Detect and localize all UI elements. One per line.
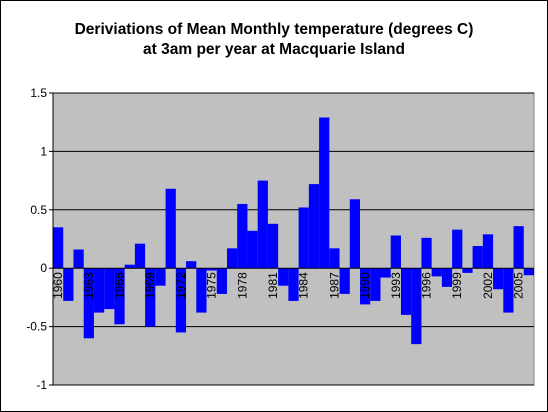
bar xyxy=(278,268,289,286)
chart-title-line-1: Deriviations of Mean Monthly temperature… xyxy=(75,21,474,38)
y-tick-label: 1.5 xyxy=(30,86,47,100)
x-tick-label: 1996 xyxy=(420,272,434,299)
bar xyxy=(124,264,135,269)
bar xyxy=(206,268,217,271)
bar xyxy=(380,268,391,278)
x-tick-label: 1990 xyxy=(358,272,372,299)
bar xyxy=(370,268,381,301)
bar xyxy=(400,268,412,315)
bar xyxy=(493,268,504,290)
bar xyxy=(216,268,227,294)
bar xyxy=(93,268,105,313)
gridlines xyxy=(53,92,534,386)
y-tick-label: -1 xyxy=(36,378,47,392)
bar xyxy=(390,235,401,269)
x-tick-label: 1975 xyxy=(205,272,219,299)
bar xyxy=(472,246,483,269)
x-tick-label: 1978 xyxy=(235,272,249,299)
bar xyxy=(339,268,350,294)
bar xyxy=(155,268,166,286)
bar xyxy=(411,268,422,345)
x-tick-label: 1984 xyxy=(297,272,311,299)
y-tick-label: 0 xyxy=(40,261,47,275)
bar xyxy=(360,268,371,305)
y-axis-tick-labels: 1.5 1 0.5 0 -0.5 -1 xyxy=(26,86,47,392)
x-tick-label: 1963 xyxy=(82,272,96,299)
y-tick-label: -0.5 xyxy=(26,320,47,334)
bar xyxy=(329,248,340,269)
y-tick-label: 0.5 xyxy=(30,203,47,217)
bar xyxy=(53,227,64,269)
bar xyxy=(186,261,197,269)
bar xyxy=(482,234,494,269)
bar xyxy=(237,203,248,269)
x-tick-label: 1993 xyxy=(389,272,403,299)
bar xyxy=(73,249,84,269)
y-tick-label: 1 xyxy=(40,144,47,158)
x-axis-tick-labels: 1960 1963 1966 1969 1972 1975 1978 1981 1984 1987… xyxy=(51,272,526,299)
bar xyxy=(175,268,187,333)
x-tick-label: 1999 xyxy=(450,272,464,299)
bar xyxy=(226,248,238,269)
x-tick-label: 2002 xyxy=(481,272,495,299)
bar xyxy=(523,268,534,276)
bar xyxy=(104,268,115,310)
axes xyxy=(49,92,534,386)
bar xyxy=(319,117,330,269)
bar xyxy=(431,268,442,277)
x-tick-label: 1969 xyxy=(143,272,157,299)
bar xyxy=(63,268,74,301)
bar xyxy=(349,199,361,269)
x-tick-label: 1966 xyxy=(113,272,127,299)
bar xyxy=(298,207,309,269)
x-tick-label: 1960 xyxy=(51,272,65,299)
bar xyxy=(114,268,125,325)
bar xyxy=(288,268,299,301)
bar-series xyxy=(53,117,534,345)
chart-title-line-2: at 3am per year at Macquarie Island xyxy=(143,41,405,58)
bar xyxy=(247,230,258,269)
bar xyxy=(145,268,156,327)
bar xyxy=(503,268,514,313)
bar xyxy=(421,237,432,269)
bar xyxy=(513,226,524,269)
x-tick-label: 2005 xyxy=(512,272,526,299)
bar xyxy=(257,180,268,269)
bar xyxy=(462,268,473,273)
bar xyxy=(441,268,453,287)
bar xyxy=(196,268,207,313)
x-tick-label: 1987 xyxy=(327,272,341,299)
bar xyxy=(83,268,94,339)
bar xyxy=(308,184,320,269)
bar xyxy=(165,188,176,269)
x-tick-label: 1981 xyxy=(266,272,280,299)
bar xyxy=(134,243,146,269)
x-tick-label: 1972 xyxy=(174,272,188,299)
bar xyxy=(452,229,463,269)
bar xyxy=(267,223,279,269)
